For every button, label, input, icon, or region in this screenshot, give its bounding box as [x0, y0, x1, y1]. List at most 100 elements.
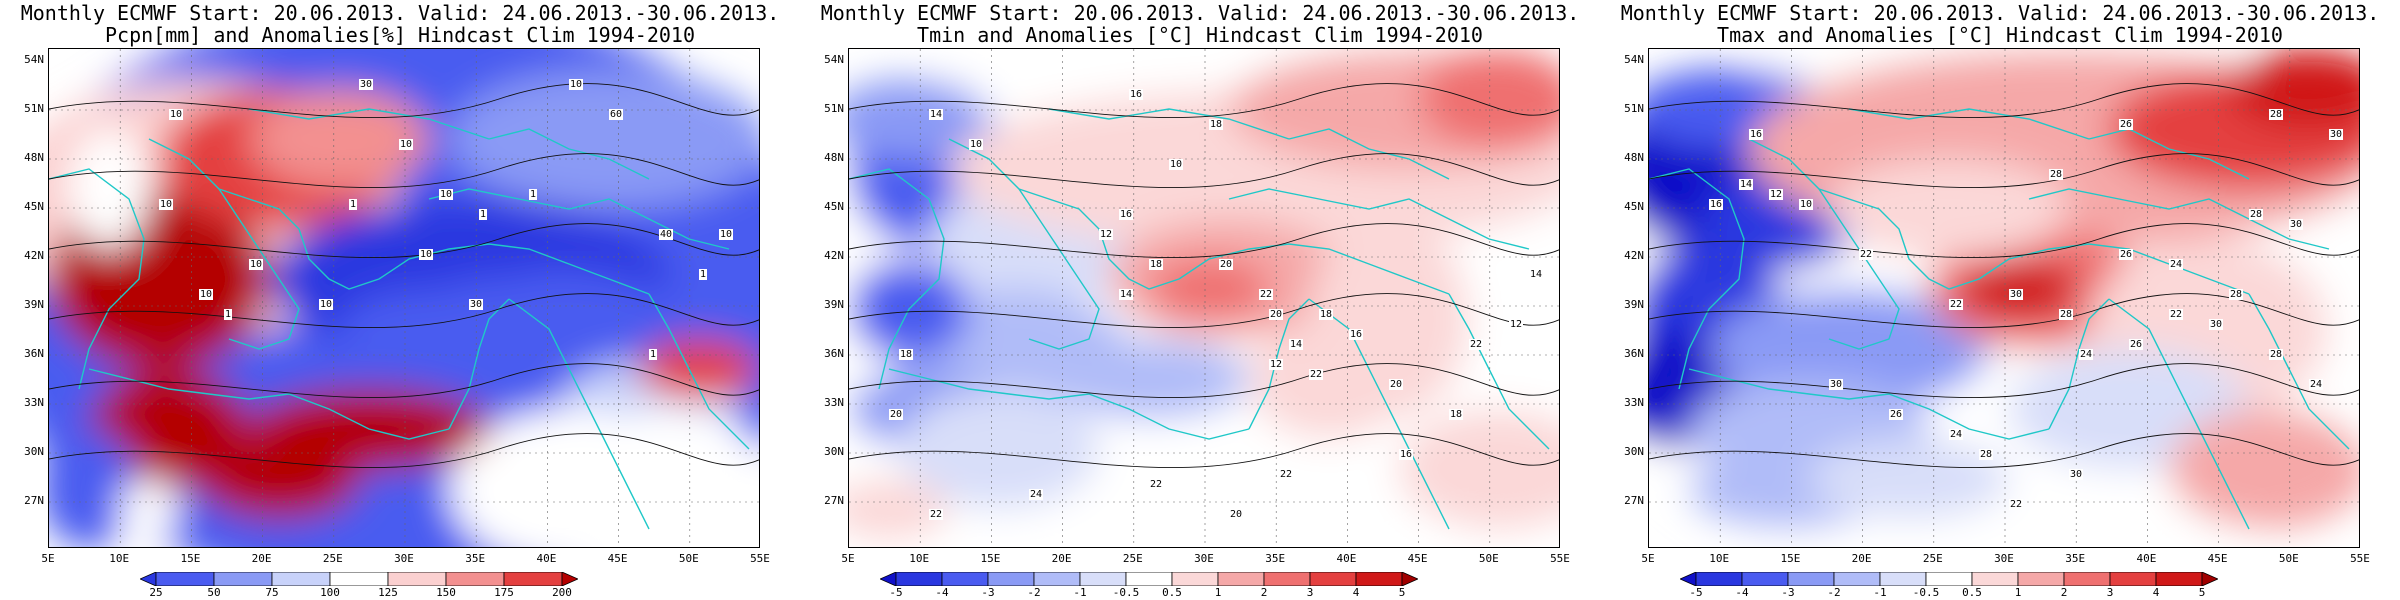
contour-label: 14	[929, 109, 944, 120]
coastline	[378, 243, 650, 295]
longitude-label: 20E	[1851, 552, 1872, 565]
longitude-label: 5E	[841, 552, 855, 565]
colorbar-label: 5	[2198, 586, 2206, 599]
longitude-label: 35E	[465, 552, 486, 565]
contour-label: 20	[1269, 309, 1284, 320]
precip-colorbar	[140, 572, 578, 586]
contour-label: 18	[1319, 309, 1334, 320]
contour-line	[1649, 363, 2359, 399]
anomaly-region	[449, 69, 759, 209]
colorbar-label: -4	[935, 586, 949, 599]
anomaly-region	[119, 479, 179, 539]
contour-label: 16	[1749, 129, 1764, 140]
contour-line	[49, 223, 759, 259]
colorbar-segment	[329, 572, 389, 586]
colorbar-label: -3	[981, 586, 995, 599]
colorbar-segment	[1833, 572, 1881, 586]
contour-label: 10	[319, 299, 334, 310]
longitude-label: 15E	[980, 552, 1001, 565]
colorbar-label: -3	[1781, 586, 1795, 599]
longitude-label: 10E	[109, 552, 130, 565]
contour-label: 28	[1979, 449, 1994, 460]
colorbar-label: 100	[320, 586, 340, 599]
contour-label: 24	[2309, 379, 2324, 390]
anomaly-region	[1119, 429, 1279, 509]
colorbar-label: 125	[378, 586, 398, 599]
colorbar-label: -2	[1027, 586, 1041, 599]
latitude-label: 39N	[24, 298, 44, 311]
contour-label: 40	[659, 229, 674, 240]
colorbar-label: 5	[1398, 586, 1406, 599]
anomaly-region	[1829, 159, 2069, 259]
colorbar-segment	[1263, 572, 1311, 586]
coastline	[849, 168, 945, 390]
longitude-label: 45E	[2207, 552, 2228, 565]
longitude-label: 10E	[909, 552, 930, 565]
colorbar-segment	[1925, 572, 1973, 586]
contour-label: 1	[649, 349, 658, 360]
contour-label: 16	[1709, 199, 1724, 210]
coastline	[1978, 243, 2250, 295]
latitude-label: 48N	[824, 151, 844, 164]
anomaly-region	[349, 199, 589, 279]
colorbar-label: 2	[2060, 586, 2068, 599]
longitude-label: 50E	[2278, 552, 2299, 565]
colorbar-label: -5	[889, 586, 903, 599]
longitude-label: 10E	[1709, 552, 1730, 565]
contour-line	[1649, 433, 2359, 469]
anomaly-region	[1149, 259, 1269, 319]
contour-label: 26	[2119, 249, 2134, 260]
latitude-label: 27N	[24, 494, 44, 507]
coastline	[1228, 188, 1530, 250]
latitude-label: 39N	[824, 298, 844, 311]
map-canvas	[49, 49, 759, 547]
contour-line	[849, 293, 1559, 329]
coastline	[1818, 188, 1980, 290]
contour-label: 10	[719, 229, 734, 240]
contour-line	[49, 153, 759, 189]
colorbar-label: 25	[149, 586, 163, 599]
contour-label: 30	[2069, 469, 2084, 480]
coastline	[1048, 108, 1290, 140]
contour-label: 12	[1509, 319, 1524, 330]
contour-label: 26	[2129, 339, 2144, 350]
colorbar-label: 3	[2106, 586, 2114, 599]
precip-map: 10 30 10 60 10 40 10 10 1 10 30 10 1 1 1 10 1 10 10 1	[48, 48, 760, 548]
colorbar-segment	[2109, 572, 2157, 586]
colorbar-label: 0.5	[1962, 586, 1982, 599]
contour-line	[849, 433, 1559, 469]
anomaly-region	[2229, 49, 2359, 129]
latitude-label: 33N	[1624, 396, 1644, 409]
contour-label: 1	[529, 189, 538, 200]
precip-panel: Monthly ECMWF Start: 20.06.2013. Valid: …	[0, 0, 800, 600]
colorbar-label: 3	[1306, 586, 1314, 599]
latitude-label: 33N	[824, 396, 844, 409]
latitude-label: 54N	[24, 53, 44, 66]
anomaly-region	[199, 439, 359, 519]
coastline	[148, 138, 300, 350]
contour-label: 22	[1149, 479, 1164, 490]
contour-label: 10	[1169, 159, 1184, 170]
anomaly-region	[1419, 49, 1559, 149]
latitude-label: 51N	[1624, 102, 1644, 115]
longitude-label: 25E	[322, 552, 343, 565]
colorbar-label: -5	[1689, 586, 1703, 599]
colorbar-label: 2	[1260, 586, 1268, 599]
colorbar-label: 200	[552, 586, 572, 599]
contour-label: 30	[2209, 319, 2224, 330]
latitude-label: 42N	[24, 249, 44, 262]
colorbar-label: -4	[1735, 586, 1749, 599]
contour-label: 18	[899, 349, 914, 360]
contour-line	[849, 83, 1559, 119]
contour-label: 10	[1799, 199, 1814, 210]
contour-line	[1649, 293, 2359, 329]
contour-label: 10	[399, 139, 414, 150]
longitude-label: 20E	[251, 552, 272, 565]
contour-label: 22	[2169, 309, 2184, 320]
colorbar-segment	[1401, 572, 1418, 586]
anomaly-region	[899, 389, 1099, 509]
tmax-colorbar	[1680, 572, 2218, 586]
contour-label: 16	[1129, 89, 1144, 100]
colorbar-label: 75	[265, 586, 279, 599]
anomaly-region	[849, 479, 949, 539]
